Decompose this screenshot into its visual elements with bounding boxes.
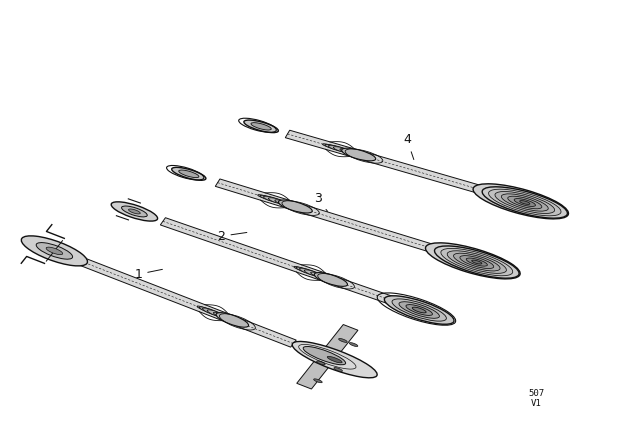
Polygon shape [297, 324, 358, 389]
Ellipse shape [207, 310, 225, 318]
Ellipse shape [202, 308, 220, 315]
Ellipse shape [303, 346, 346, 365]
Ellipse shape [443, 250, 491, 268]
Ellipse shape [399, 302, 440, 318]
Ellipse shape [251, 123, 271, 130]
Ellipse shape [300, 268, 317, 275]
Ellipse shape [323, 144, 333, 147]
Ellipse shape [318, 275, 328, 279]
Ellipse shape [488, 189, 561, 216]
Ellipse shape [340, 149, 355, 154]
Ellipse shape [244, 120, 278, 133]
Ellipse shape [412, 307, 426, 313]
Ellipse shape [46, 247, 63, 254]
Ellipse shape [385, 296, 454, 324]
Ellipse shape [314, 272, 348, 286]
Ellipse shape [199, 307, 214, 313]
Ellipse shape [514, 198, 536, 207]
Ellipse shape [129, 209, 140, 214]
Ellipse shape [333, 146, 352, 153]
Polygon shape [161, 218, 393, 304]
Ellipse shape [426, 243, 520, 279]
Text: 4: 4 [403, 134, 414, 159]
Ellipse shape [473, 184, 568, 219]
Ellipse shape [294, 267, 304, 271]
Ellipse shape [264, 196, 282, 203]
Ellipse shape [122, 206, 147, 217]
Ellipse shape [275, 200, 291, 205]
Polygon shape [215, 179, 451, 257]
Ellipse shape [172, 168, 206, 180]
Ellipse shape [460, 256, 493, 268]
Ellipse shape [392, 299, 446, 321]
Text: 507
V1: 507 V1 [528, 389, 545, 409]
Ellipse shape [216, 313, 248, 327]
Text: 3: 3 [314, 193, 328, 211]
Ellipse shape [508, 196, 542, 209]
Ellipse shape [495, 191, 555, 214]
Ellipse shape [349, 343, 358, 346]
Ellipse shape [278, 200, 312, 213]
Ellipse shape [339, 339, 347, 342]
Ellipse shape [268, 198, 287, 204]
Polygon shape [78, 258, 296, 347]
Ellipse shape [441, 248, 513, 276]
Ellipse shape [314, 379, 322, 383]
Ellipse shape [325, 144, 340, 150]
Ellipse shape [348, 151, 358, 155]
Ellipse shape [454, 253, 500, 271]
Ellipse shape [36, 243, 72, 259]
Ellipse shape [305, 270, 323, 277]
Ellipse shape [334, 367, 342, 371]
Ellipse shape [482, 187, 568, 218]
Ellipse shape [310, 272, 326, 278]
Ellipse shape [260, 195, 275, 201]
Ellipse shape [501, 194, 548, 211]
Ellipse shape [282, 202, 292, 206]
Ellipse shape [466, 258, 488, 266]
Ellipse shape [258, 195, 268, 198]
Ellipse shape [342, 148, 376, 161]
Text: 2: 2 [218, 230, 247, 243]
Polygon shape [285, 130, 500, 198]
Ellipse shape [435, 246, 519, 278]
Ellipse shape [21, 236, 88, 266]
Ellipse shape [490, 191, 539, 209]
Ellipse shape [197, 306, 207, 310]
Text: 1: 1 [134, 268, 163, 281]
Ellipse shape [292, 341, 377, 378]
Ellipse shape [179, 170, 199, 177]
Ellipse shape [327, 357, 342, 363]
Ellipse shape [111, 202, 157, 221]
Ellipse shape [406, 305, 433, 315]
Ellipse shape [221, 315, 230, 319]
Ellipse shape [520, 201, 530, 204]
Ellipse shape [472, 260, 482, 264]
Ellipse shape [328, 145, 347, 152]
Ellipse shape [213, 312, 228, 319]
Ellipse shape [447, 251, 506, 273]
Ellipse shape [317, 361, 325, 365]
Ellipse shape [296, 267, 311, 273]
